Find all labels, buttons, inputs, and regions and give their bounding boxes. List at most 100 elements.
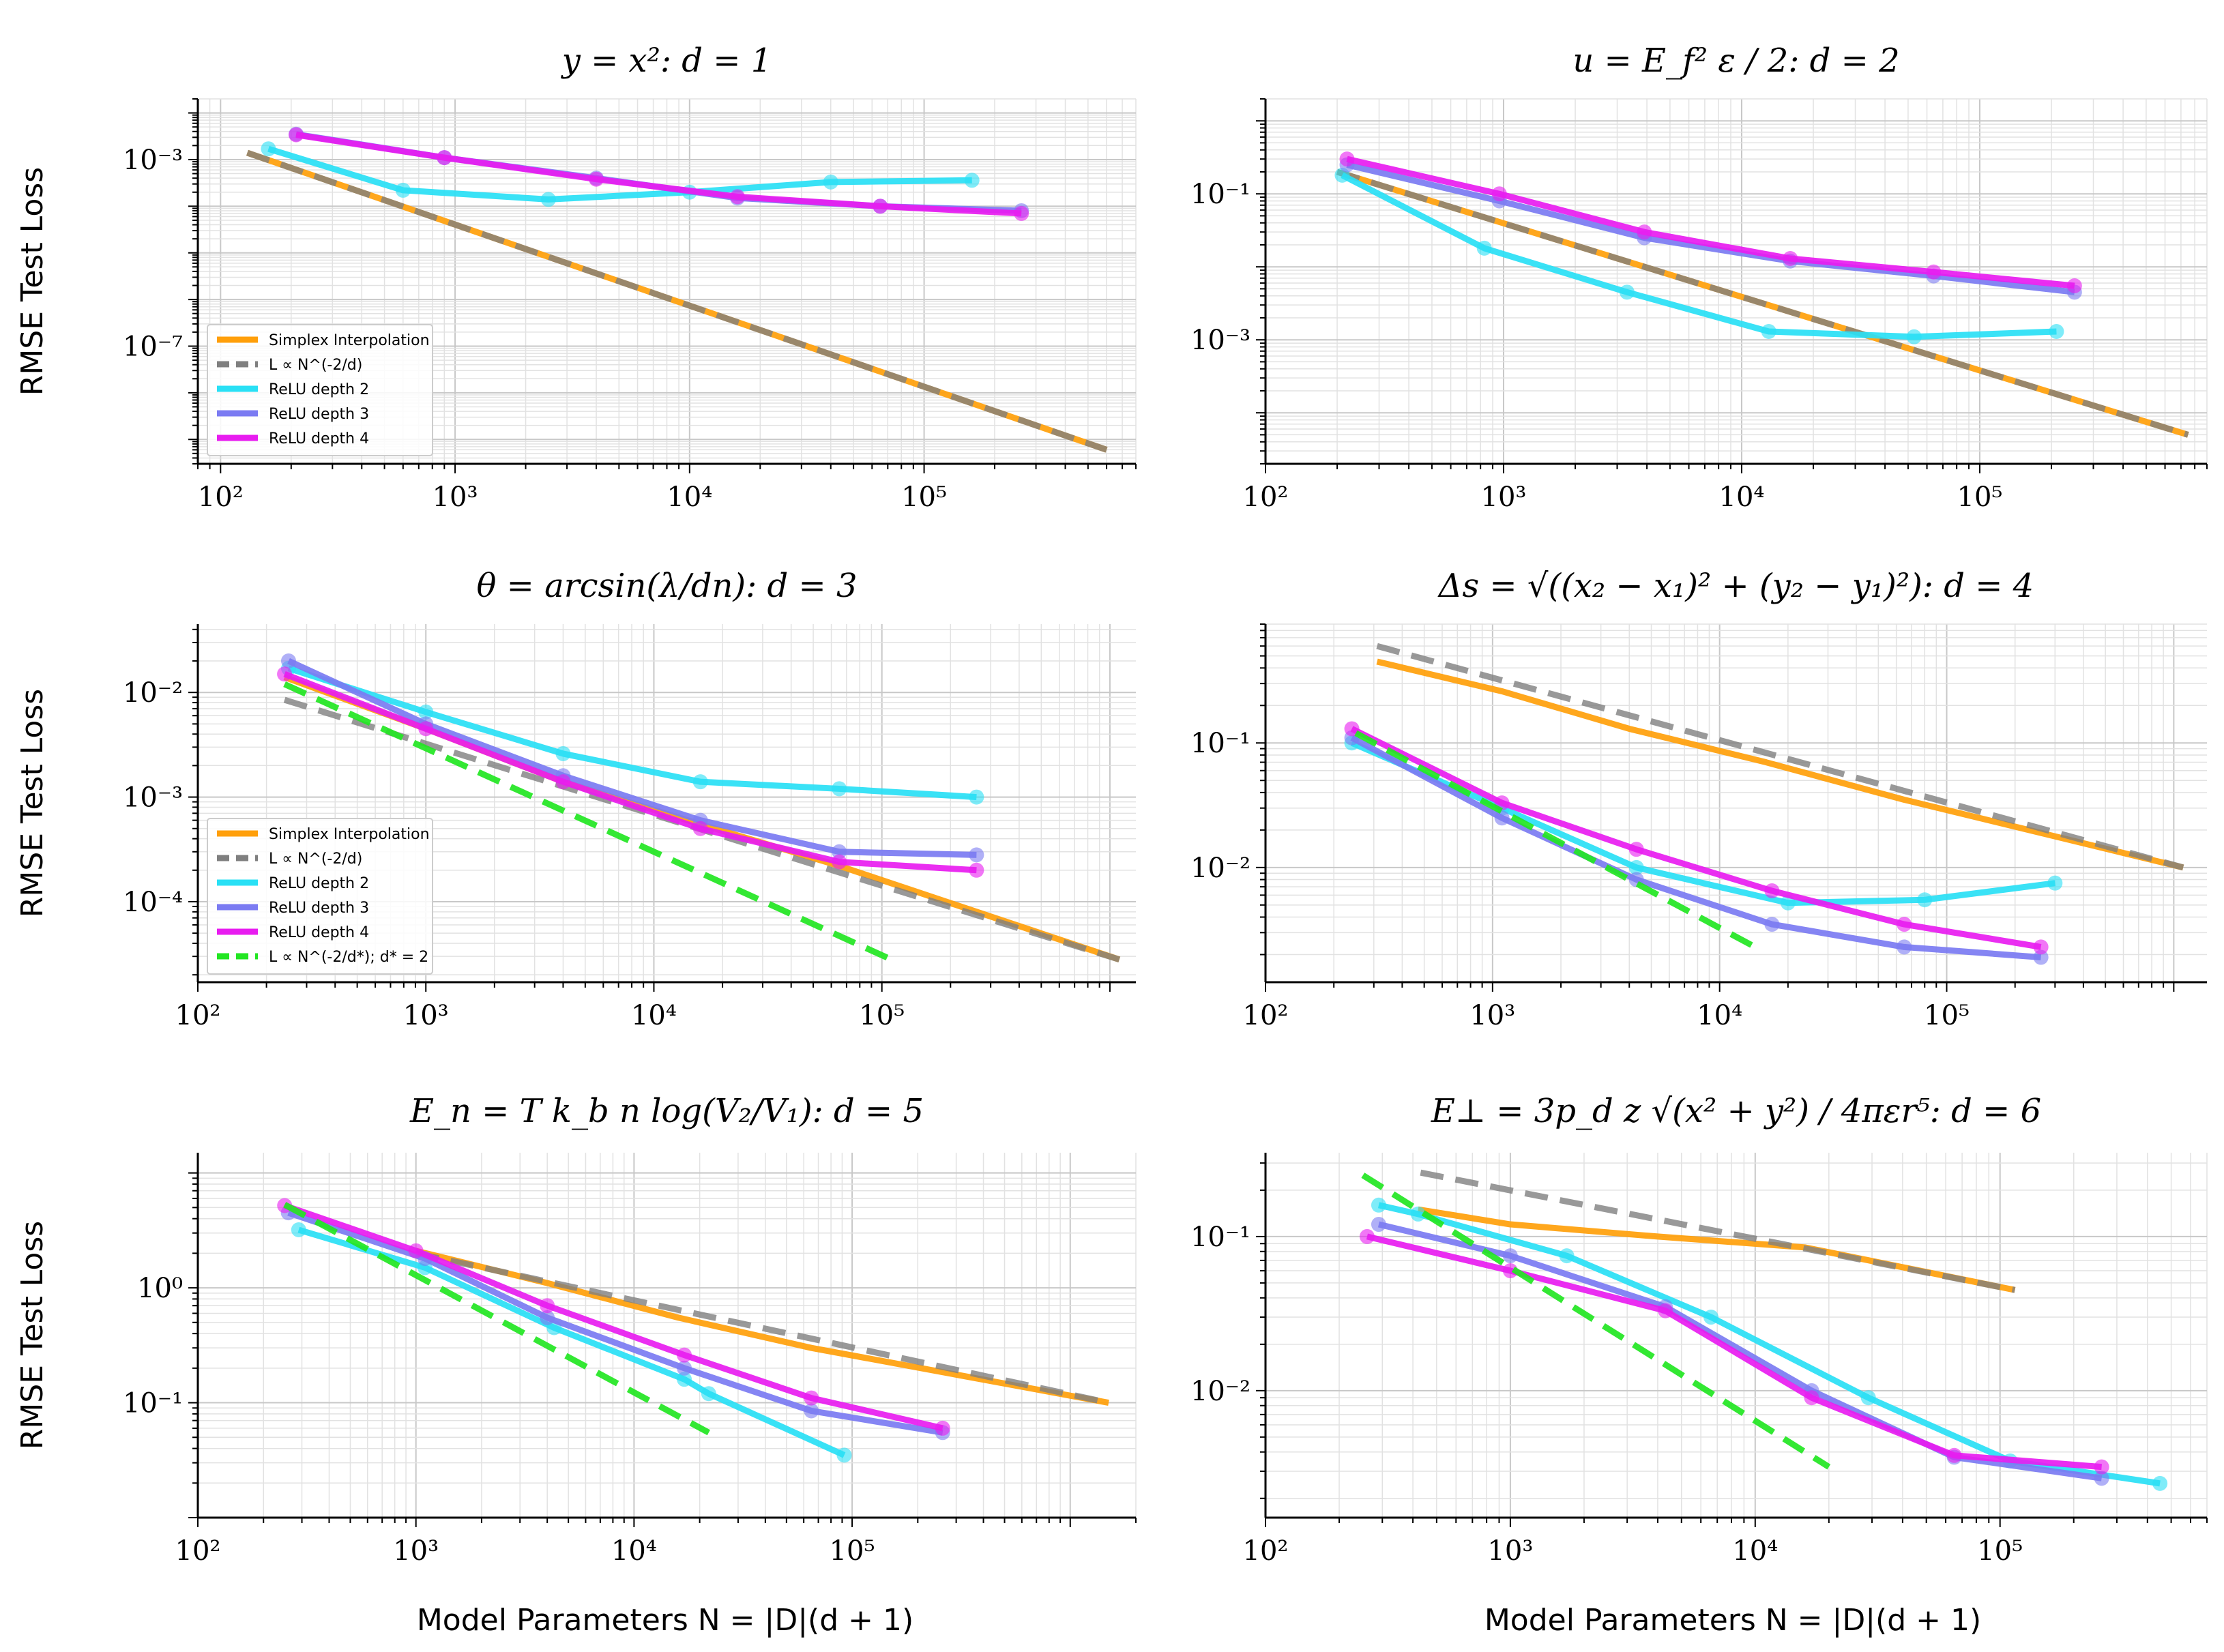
data-point bbox=[418, 721, 434, 737]
data-point bbox=[395, 182, 411, 198]
data-point bbox=[935, 1420, 950, 1436]
data-point bbox=[1917, 892, 1933, 908]
series-l-n-2-d- bbox=[1336, 168, 2189, 438]
series-line bbox=[415, 1250, 1110, 1406]
y-tick-label: 10⁻² bbox=[1190, 853, 1250, 884]
series-line bbox=[1361, 1172, 1831, 1470]
data-point bbox=[2033, 939, 2049, 955]
y-axis-label: RMSE Test Loss bbox=[15, 689, 50, 917]
x-tick-label: 10² bbox=[175, 1000, 221, 1031]
data-point bbox=[836, 1447, 852, 1463]
data-point bbox=[823, 174, 838, 190]
series-line bbox=[1420, 1169, 2016, 1293]
series-l-n-2-d- bbox=[1376, 643, 2184, 871]
data-point bbox=[804, 1390, 819, 1406]
legend-label: ReLU depth 2 bbox=[269, 381, 369, 398]
x-tick-label: 10⁵ bbox=[901, 482, 947, 513]
series-l-n-2-d-d-2 bbox=[1361, 1172, 1831, 1470]
data-point bbox=[964, 173, 980, 188]
data-point bbox=[969, 789, 984, 805]
data-point bbox=[1014, 205, 1029, 221]
series-relu-depth-4 bbox=[277, 1198, 950, 1436]
series-line bbox=[287, 665, 977, 801]
data-point bbox=[589, 171, 604, 187]
x-tick-label: 10³ bbox=[1469, 1000, 1515, 1031]
x-tick-label: 10⁴ bbox=[631, 1000, 677, 1031]
series-relu-depth-3 bbox=[1344, 730, 2049, 965]
data-point bbox=[1761, 324, 1776, 340]
data-point bbox=[1658, 1303, 1673, 1318]
data-point bbox=[1926, 264, 1942, 280]
series-relu-depth-2 bbox=[1334, 167, 2064, 344]
series-relu-depth-4 bbox=[1344, 721, 2049, 955]
chart-title: Δs = √((x₂ − x₁)² + (y₂ − y₁)²): d = 4 bbox=[1437, 567, 2034, 605]
data-point bbox=[418, 704, 434, 720]
data-point bbox=[540, 192, 556, 207]
data-point bbox=[2066, 278, 2082, 293]
data-point bbox=[1344, 721, 1360, 737]
data-point bbox=[1897, 917, 1912, 932]
x-tick-label: 10⁴ bbox=[1732, 1535, 1778, 1567]
legend-label: ReLU depth 2 bbox=[269, 875, 369, 892]
series-line bbox=[283, 670, 977, 874]
x-tick-label: 10³ bbox=[393, 1535, 439, 1567]
chart-title: y = x²: d = 1 bbox=[561, 42, 772, 80]
series-l-n-2-d-d-2 bbox=[283, 1202, 710, 1436]
series-line bbox=[287, 658, 977, 858]
series-l-n-2-d-d-2 bbox=[283, 681, 893, 962]
data-point bbox=[1783, 251, 1798, 267]
series-line bbox=[1350, 740, 2055, 906]
series-line bbox=[1350, 735, 2041, 961]
legend-label: ReLU depth 3 bbox=[269, 406, 369, 423]
series-relu-depth-4 bbox=[289, 127, 1029, 221]
y-axis-label: RMSE Test Loss bbox=[15, 1221, 50, 1449]
y-tick-label: 10⁻³ bbox=[1190, 325, 1250, 356]
x-tick-label: 10⁵ bbox=[830, 1535, 875, 1567]
data-point bbox=[2094, 1459, 2109, 1475]
data-point bbox=[1780, 895, 1796, 911]
series-line bbox=[1376, 643, 2184, 871]
data-point bbox=[1946, 1447, 1962, 1463]
legend: Simplex Interpolation L ∝ N^(-2/d) ReLU de… bbox=[207, 324, 433, 456]
series-relu-depth-2 bbox=[291, 1222, 852, 1463]
data-point bbox=[832, 781, 847, 797]
data-point bbox=[1339, 151, 1355, 167]
data-point bbox=[291, 1222, 306, 1238]
data-point bbox=[2094, 1471, 2109, 1486]
data-point bbox=[677, 1372, 692, 1387]
data-point bbox=[408, 1243, 424, 1258]
data-point bbox=[540, 1298, 555, 1314]
series-line bbox=[1376, 658, 2184, 871]
data-point bbox=[2152, 1475, 2168, 1491]
x-tick-label: 10⁴ bbox=[611, 1535, 657, 1567]
data-point bbox=[289, 127, 304, 143]
x-tick-label: 10³ bbox=[433, 482, 478, 513]
y-tick-label: 10⁻¹ bbox=[123, 1388, 183, 1419]
legend-box bbox=[207, 324, 433, 456]
legend-label: Simplex Interpolation bbox=[269, 332, 430, 349]
chart-title: u = E_f² ε / 2: d = 2 bbox=[1572, 42, 1899, 80]
series-line bbox=[287, 1209, 943, 1436]
data-point bbox=[437, 150, 452, 166]
x-tick-label: 10² bbox=[1243, 1535, 1289, 1567]
legend-label: Simplex Interpolation bbox=[269, 826, 430, 843]
data-point bbox=[1494, 810, 1510, 826]
series-relu-depth-3 bbox=[1371, 1217, 2109, 1486]
data-point bbox=[692, 774, 708, 790]
chart-1: 10² 10³ 10⁴ 10⁵ 10⁻³ 10⁻⁷ y = x²: d = 1 RMSE Te… bbox=[15, 42, 1137, 513]
x-tick-label: 10⁵ bbox=[1977, 1535, 2023, 1567]
data-point bbox=[1628, 859, 1644, 875]
data-point bbox=[1703, 1310, 1719, 1325]
data-point bbox=[677, 1360, 692, 1376]
data-point bbox=[277, 666, 293, 682]
x-axis-label-left: Model Parameters N = |D|(d + 1) bbox=[417, 1603, 913, 1638]
data-point bbox=[873, 198, 888, 214]
series-simplex-interpolation bbox=[1376, 658, 2184, 871]
y-tick-label: 10⁰ bbox=[137, 1273, 183, 1304]
y-tick-label: 10⁻¹ bbox=[1190, 179, 1250, 210]
data-point bbox=[555, 774, 571, 790]
series-line bbox=[295, 132, 1022, 217]
grid bbox=[1265, 1153, 2208, 1518]
legend-label: ReLU depth 3 bbox=[269, 900, 369, 917]
